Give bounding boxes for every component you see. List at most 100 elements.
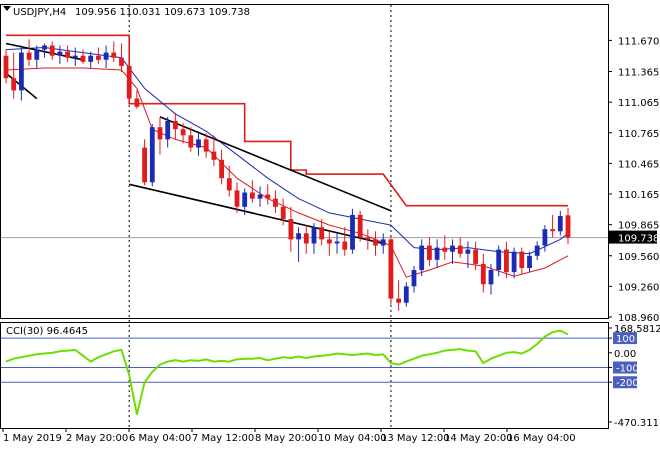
- candle-body: [234, 190, 240, 207]
- cci-tick-label: 0.00: [614, 349, 636, 360]
- candle-body: [465, 249, 471, 254]
- price-tick-label: 111.065: [618, 98, 659, 109]
- price-tick-label: 109.865: [618, 221, 659, 232]
- candle-body: [534, 245, 540, 256]
- candle-body: [527, 255, 532, 268]
- candle-body: [457, 245, 463, 254]
- candle-body: [334, 241, 340, 244]
- candle-body: [265, 194, 271, 199]
- cci-tick-label: -200: [616, 378, 639, 389]
- price-tick-label: 110.765: [618, 129, 659, 140]
- price-tick-label: 110.465: [618, 159, 659, 170]
- candle-body: [157, 127, 163, 140]
- collapse-triangle-icon[interactable]: [3, 6, 11, 11]
- time-tick-label: 14 May 20:00: [444, 433, 513, 444]
- cci-tick-label: 168.5812: [614, 324, 660, 335]
- cci-level-tag: [613, 332, 637, 345]
- main-price-panel: [1, 5, 608, 428]
- candle-body: [142, 147, 147, 183]
- time-axis: 1 May 2019 2 May 20:00 6 May 04:00 7 May 12…: [2, 428, 576, 444]
- price-tick-label: 111.365: [618, 68, 659, 79]
- cci-indicator-panel: [1, 329, 608, 415]
- price-tick-label: 108.960: [618, 313, 659, 324]
- candle-body: [550, 229, 555, 232]
- candle-body: [442, 247, 448, 252]
- candle-body: [403, 286, 409, 303]
- candle-body: [149, 127, 155, 183]
- cci-level-tag: [613, 376, 637, 389]
- candle-body: [419, 245, 425, 271]
- candle-body: [311, 227, 317, 244]
- candle-body: [49, 45, 55, 56]
- candle-body: [350, 214, 355, 250]
- candle-body: [42, 45, 47, 50]
- price-tick-label: 110.165: [618, 190, 659, 201]
- candle-body: [488, 270, 494, 285]
- cci-line: [5, 329, 569, 415]
- candle-body: [219, 159, 224, 179]
- candle-body: [80, 55, 86, 62]
- candle-body: [480, 263, 486, 285]
- candle-body: [542, 229, 548, 246]
- candle-body: [88, 55, 94, 62]
- candle-body: [427, 245, 432, 260]
- candle-body: [126, 65, 132, 99]
- candle-body: [188, 135, 194, 148]
- time-tick-label: 16 May 04:00: [507, 433, 576, 444]
- time-tick-label: 7 May 12:00: [192, 433, 254, 444]
- time-tick-label: 2 May 20:00: [66, 433, 128, 444]
- candle-body: [173, 121, 178, 130]
- candle-body: [180, 129, 186, 136]
- candle-body: [504, 249, 509, 273]
- price-tick-label: 111.670: [618, 36, 659, 47]
- candle-body: [327, 239, 332, 244]
- time-tick-label: 10 May 04:00: [318, 433, 387, 444]
- last-price-label: 109.738: [618, 234, 659, 245]
- candle-body: [11, 78, 17, 91]
- time-tick-label: 1 May 2019: [3, 433, 62, 444]
- candle-body: [434, 247, 440, 260]
- candle-body: [557, 216, 563, 232]
- cci-tick-label: -470.3117: [614, 418, 660, 429]
- candle-body: [34, 49, 40, 60]
- candle-body: [96, 55, 101, 60]
- candle-body: [203, 139, 209, 152]
- cci-level-tag: [613, 361, 637, 374]
- cci-header: CCI(30) 96.4645: [6, 326, 88, 337]
- main-panel-frame: [0, 4, 609, 319]
- candle-body: [365, 237, 371, 240]
- candle-body: [165, 121, 171, 140]
- time-tick-label: 8 May 20:00: [255, 433, 317, 444]
- candle-body: [211, 151, 217, 160]
- candle-body: [380, 239, 386, 246]
- candle-body: [342, 241, 348, 250]
- candle-body: [250, 192, 255, 199]
- candle-body: [296, 233, 301, 240]
- candle-body: [511, 251, 517, 273]
- candle-body: [57, 51, 63, 56]
- candle-body: [72, 55, 78, 58]
- candle-body: [65, 51, 70, 58]
- cci-panel-frame: [0, 322, 609, 429]
- ohlc-readout: 109.956 110.031 109.673 109.738: [75, 7, 250, 18]
- symbol-title: USDJPY,H4: [13, 7, 66, 18]
- candle-body: [396, 298, 401, 303]
- time-tick-label: 13 May 12:00: [381, 433, 450, 444]
- candle-body: [473, 249, 478, 264]
- price-tick-label: 109.560: [618, 252, 659, 263]
- candle-body: [196, 139, 201, 148]
- candle-body: [519, 251, 525, 268]
- candle-body: [226, 178, 232, 191]
- last-price-tag: [609, 230, 657, 244]
- candle-body: [565, 215, 571, 238]
- ma-blue-line: [5, 46, 569, 255]
- channel-lower-line: [129, 183, 384, 245]
- time-tick-label: 6 May 04:00: [129, 433, 191, 444]
- ma-red-line: [5, 67, 569, 278]
- candle-body: [373, 239, 378, 246]
- candle-body: [450, 245, 455, 252]
- candle-body: [496, 249, 502, 270]
- cci-tick-label: 100: [616, 334, 635, 345]
